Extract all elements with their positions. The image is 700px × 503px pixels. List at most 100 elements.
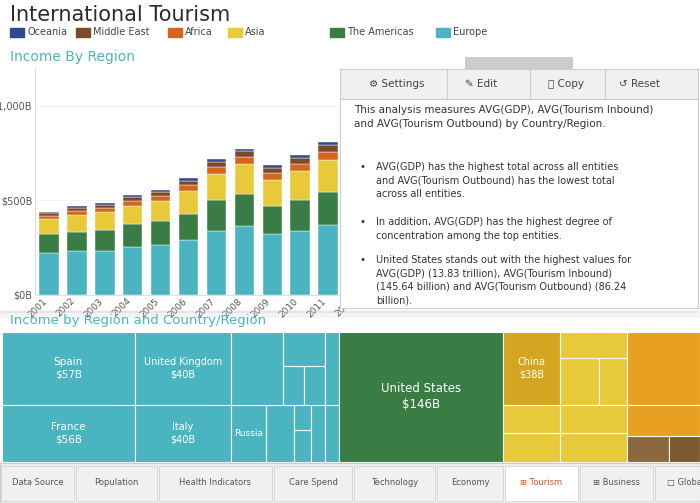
Bar (67, 208, 87, 211)
Text: United States
$146B: United States $146B (381, 382, 461, 411)
Bar (151, 201, 170, 221)
Bar (178, 179, 198, 181)
Bar (67, 231, 87, 252)
Text: □ Global Indica...: □ Global Indica... (667, 478, 700, 487)
Bar (234, 157, 254, 164)
Text: Spain
$57B: Spain $57B (54, 357, 83, 380)
Bar (95, 205, 115, 208)
Bar (123, 196, 143, 197)
Bar (290, 164, 310, 171)
Bar (326, 332, 339, 405)
Bar (159, 466, 272, 501)
Bar (39, 213, 59, 216)
Text: Russia: Russia (234, 429, 263, 438)
Text: Income By Region: Income By Region (10, 50, 135, 64)
Bar (67, 206, 87, 208)
Text: Care Spend: Care Spend (288, 478, 337, 487)
Bar (503, 332, 561, 405)
Text: ⊞ Tourism: ⊞ Tourism (520, 478, 563, 487)
Bar (95, 208, 115, 212)
Bar (626, 436, 668, 462)
Bar (668, 436, 700, 462)
Bar (266, 405, 294, 462)
Bar (262, 206, 282, 234)
Bar (561, 405, 626, 434)
Bar (284, 366, 304, 405)
Bar (505, 466, 578, 501)
Bar (354, 466, 435, 501)
Bar (206, 167, 226, 174)
Text: China
$38B: China $38B (518, 357, 546, 380)
Text: AVG(GDP) has the highest total across all entities
and AVG(Tourism Outbound) has: AVG(GDP) has the highest total across al… (376, 161, 618, 199)
Bar (151, 190, 170, 192)
Text: ✎ Edit: ✎ Edit (466, 79, 498, 89)
Bar (95, 230, 115, 250)
Bar (67, 252, 87, 295)
Bar (178, 181, 198, 185)
Bar (39, 234, 59, 254)
Text: International Tourism: International Tourism (10, 5, 230, 25)
Bar (262, 165, 282, 167)
Bar (346, 144, 366, 153)
Bar (318, 142, 338, 145)
Text: Data Source: Data Source (12, 478, 63, 487)
Bar (178, 191, 198, 214)
Bar (654, 466, 700, 501)
Text: Technology: Technology (371, 478, 418, 487)
Bar (151, 192, 170, 196)
Bar (326, 405, 339, 462)
Bar (262, 173, 282, 180)
Bar (290, 155, 310, 158)
Bar (561, 434, 626, 462)
Bar (76, 466, 157, 501)
Bar (339, 332, 503, 462)
Text: Oceania: Oceania (27, 27, 67, 37)
Text: ⊞ Business: ⊞ Business (593, 478, 640, 487)
Bar (503, 405, 561, 434)
Bar (234, 151, 254, 157)
Text: •: • (360, 255, 365, 265)
Text: Asia: Asia (245, 27, 265, 37)
Text: Health Indicators: Health Indicators (179, 478, 251, 487)
Bar (39, 216, 59, 219)
Text: United Kingdom
$40B: United Kingdom $40B (144, 357, 222, 380)
Bar (95, 250, 115, 295)
Bar (234, 148, 254, 151)
Bar (134, 405, 231, 462)
Bar (67, 215, 87, 231)
Bar (39, 254, 59, 295)
Bar (39, 219, 59, 234)
Text: Europe: Europe (454, 27, 488, 37)
Text: Economy: Economy (451, 478, 489, 487)
Bar (1, 466, 74, 501)
Text: •: • (360, 161, 365, 172)
Bar (123, 224, 143, 247)
Bar (284, 332, 326, 366)
Text: •: • (360, 217, 365, 227)
Bar (318, 152, 338, 160)
Bar (503, 434, 561, 462)
Bar (262, 180, 282, 206)
Bar (346, 188, 366, 223)
Bar (234, 226, 254, 295)
Bar (318, 160, 338, 192)
Text: Income by Region and Country/Region: Income by Region and Country/Region (10, 314, 266, 327)
Bar (67, 211, 87, 215)
Text: Population: Population (94, 478, 139, 487)
Bar (123, 206, 143, 224)
Text: In addition, AVG(GDP) has the highest degree of
concentration among the top enti: In addition, AVG(GDP) has the highest de… (376, 217, 612, 240)
Text: Italy
$40B: Italy $40B (170, 422, 195, 445)
Bar (134, 332, 231, 405)
Bar (346, 137, 366, 144)
Bar (598, 358, 626, 405)
Bar (231, 405, 266, 462)
Bar (39, 212, 59, 213)
Bar (290, 158, 310, 164)
Bar (318, 225, 338, 295)
Bar (123, 201, 143, 206)
Bar (626, 405, 700, 462)
Text: The Americas: The Americas (347, 27, 414, 37)
Bar (178, 185, 198, 191)
Bar (95, 212, 115, 230)
Bar (151, 221, 170, 245)
